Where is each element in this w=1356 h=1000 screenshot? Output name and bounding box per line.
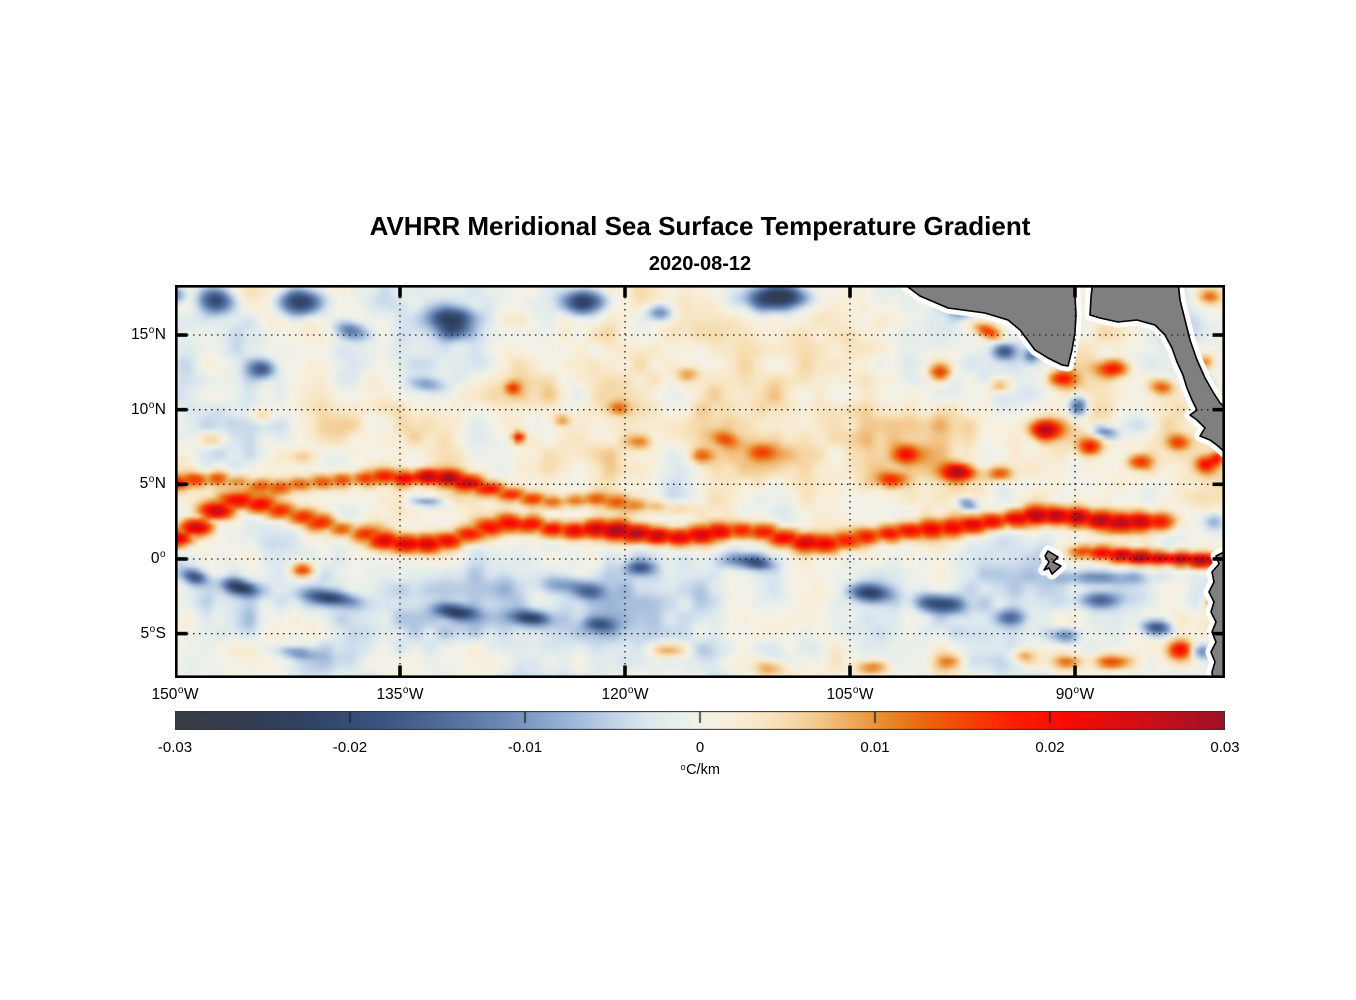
y-axis-tick-label: 10oN	[130, 399, 166, 418]
x-axis-tick-label: 135oW	[376, 685, 424, 703]
x-axis-tick-label: 90oW	[1055, 685, 1095, 703]
y-axis-tick-label: 15oN	[130, 325, 166, 343]
colorbar-tick-label: 0.03	[1210, 739, 1240, 756]
y-axis-tick-label: 5oS	[140, 623, 166, 642]
tick-layer	[175, 286, 1224, 677]
chart-date-subtitle: 2020-08-12	[648, 253, 752, 275]
colorbar-tick-label: -0.02	[332, 739, 368, 756]
y-axis-tick-label: 5oN	[139, 474, 166, 493]
chart-title: AVHRR Meridional Sea Surface Temperature…	[369, 211, 1031, 241]
landmass-south_america	[1208, 550, 1225, 678]
landmass-galapagos	[1043, 550, 1062, 575]
landmass-central_america_west	[904, 285, 1077, 367]
colorbar	[175, 711, 1225, 730]
map-plot	[175, 285, 1225, 678]
y-axis-tick-label: 0o	[150, 548, 166, 567]
map-overlay	[175, 285, 1225, 678]
colorbar-tick-label: 0.02	[1035, 739, 1065, 756]
x-axis-tick-label: 105oW	[826, 685, 874, 703]
colorbar-tick-label: -0.03	[157, 739, 193, 756]
land-layer	[896, 285, 1225, 678]
colorbar-tick-label: 0.01	[860, 739, 890, 756]
x-axis-tick-label: 150oW	[151, 685, 199, 703]
x-axis-tick-label: 120oW	[601, 685, 649, 703]
landmass-central_america_east	[1089, 285, 1225, 454]
plot-border	[175, 285, 1225, 678]
colorbar-tick-label: 0	[695, 739, 705, 756]
colorbar-tick-label: -0.01	[507, 739, 543, 756]
colorbar-unit-label: oC/km	[680, 762, 720, 778]
grid-layer	[175, 285, 1225, 678]
